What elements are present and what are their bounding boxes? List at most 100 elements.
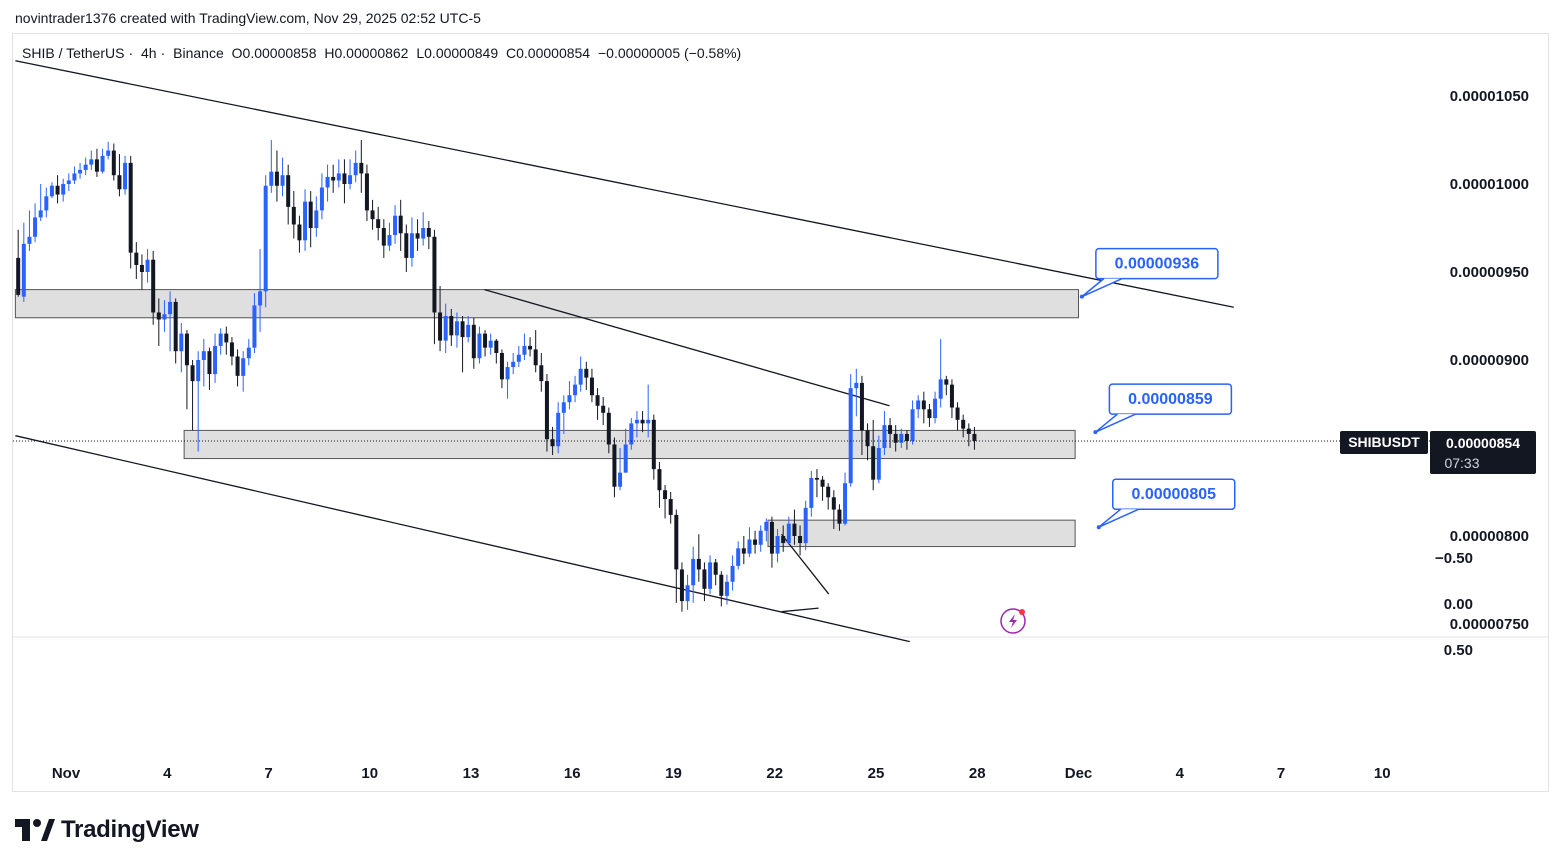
price-callout-box [1095, 247, 1219, 280]
candle-body [156, 312, 161, 320]
candle-body [871, 446, 876, 480]
candle-body [106, 150, 111, 156]
candle-body [505, 367, 510, 380]
candle-body [882, 425, 887, 448]
candle-body [16, 257, 21, 295]
candle-body [274, 171, 279, 186]
candle-body [134, 252, 139, 265]
chart-caption: novintrader1376 created with TradingView… [15, 10, 481, 26]
candle-body [629, 423, 634, 445]
candle-body [151, 259, 156, 313]
candle-body [269, 171, 274, 186]
candle-body [196, 360, 201, 382]
candle-body [803, 507, 808, 544]
indicator-axis[interactable]: 0.50 0.00 −0.50 [1435, 550, 1473, 659]
candle-body [117, 175, 122, 190]
candle-body [201, 351, 206, 360]
tradingview-logo[interactable]: TradingView [15, 816, 199, 844]
candle-body [910, 409, 915, 441]
candle-body [128, 162, 133, 253]
trend-line [484, 288, 890, 407]
candle-body [241, 358, 246, 376]
ohlc-high: H0.00000862 [324, 45, 409, 61]
candle-body [814, 477, 819, 480]
time-tick-label: Nov [52, 765, 81, 782]
time-tick-label: 19 [665, 765, 682, 782]
candle-body [168, 301, 173, 315]
candle-body [38, 210, 43, 218]
price-tick-label: 0.00000950 [1450, 264, 1529, 281]
candle-body [933, 398, 938, 419]
candle-body [173, 301, 178, 352]
time-axis[interactable]: Nov 4 7 10 13 16 19 22 25 28 Dec 4 7 10 [52, 765, 1391, 782]
candle-body [207, 351, 212, 375]
candle-body [556, 412, 561, 447]
time-tick-label: 22 [766, 765, 783, 782]
candle-body [483, 333, 488, 348]
price-tick-label: 0.00000750 [1450, 616, 1529, 633]
candle-body [972, 433, 977, 441]
trend-line [15, 435, 910, 643]
time-tick-label: Dec [1065, 765, 1093, 782]
candle-body [27, 236, 32, 244]
candle-body [949, 384, 954, 408]
candle-body [764, 521, 769, 531]
candle-body [258, 291, 263, 306]
price-callout-label: 0.00000859 [1128, 391, 1213, 408]
time-tick-label: 16 [564, 765, 581, 782]
candle-body [331, 176, 336, 181]
candle-body [966, 428, 971, 434]
candle-body [640, 419, 645, 424]
candle-body [89, 159, 94, 165]
candle-body [33, 217, 38, 237]
ohlc-close: C0.00000854 [506, 45, 591, 61]
candle-body [904, 433, 909, 441]
candle-body [336, 173, 341, 181]
candle-body [528, 345, 533, 350]
candle-body [747, 539, 752, 554]
candle-body [426, 228, 431, 237]
ohlc-low: L0.00000849 [416, 45, 499, 61]
candle-body [567, 395, 572, 403]
price-tick-label: 0.00001000 [1450, 176, 1529, 193]
symbol-pair[interactable]: SHIB / TetherUS [22, 45, 125, 61]
candle-body [944, 379, 949, 385]
tv-logo-icon [15, 819, 55, 841]
candle-body [843, 483, 848, 524]
time-tick-label: 7 [264, 765, 272, 782]
candle-body [595, 395, 600, 406]
candle-body [623, 444, 628, 473]
time-tick-label: 4 [1176, 765, 1185, 782]
symbol-price-label: SHIBUSDT 0.00000854 07:33 [1340, 431, 1536, 474]
candle-body [297, 224, 302, 241]
candle-body [848, 388, 853, 484]
candle-body [224, 333, 229, 343]
symbol-interval[interactable]: 4h [141, 45, 157, 61]
candle-body [831, 497, 836, 510]
price-callout-label: 0.00000805 [1131, 486, 1216, 503]
price-axis[interactable]: 0.00001050 0.00001000 0.00000950 0.00000900… [1450, 88, 1529, 633]
candle-body [252, 305, 257, 348]
trend-line [781, 607, 819, 613]
candle-body [769, 521, 774, 554]
zones-layer [14, 289, 1079, 548]
candle-body [353, 162, 358, 176]
candle-body [409, 233, 414, 258]
callouts-layer: 0.00000936 0.00000859 0.00000805 [1079, 247, 1236, 530]
bar-countdown: 07:33 [1444, 455, 1479, 471]
candle-body [634, 419, 639, 424]
candle-body [44, 196, 49, 211]
candle-body [753, 539, 758, 545]
candle-body [938, 379, 943, 399]
candle-body [539, 365, 544, 382]
symbol-label-bg [1340, 431, 1428, 454]
last-price-badge [1430, 431, 1536, 474]
candle-body [893, 433, 898, 443]
candle-body [303, 201, 308, 241]
lightning-icon[interactable] [1000, 608, 1026, 634]
trend-line [15, 60, 1234, 308]
candle-body [859, 382, 864, 431]
candle-body [781, 536, 786, 544]
support-resistance-zone [767, 519, 1076, 548]
